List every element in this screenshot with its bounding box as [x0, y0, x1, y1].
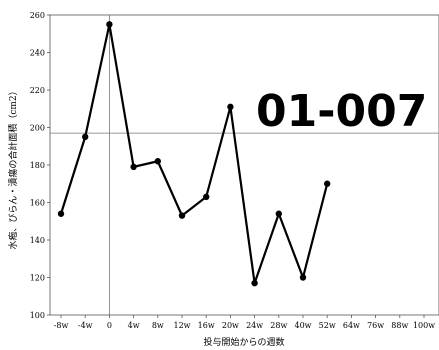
x-tick-label: 64w	[343, 321, 360, 330]
x-tick-label: -8w	[54, 321, 69, 330]
y-tick-label: 120	[30, 274, 45, 283]
x-tick-label: 88w	[391, 321, 408, 330]
data-point	[227, 103, 234, 111]
data-point	[299, 274, 307, 281]
y-tick-label: 260	[30, 11, 45, 20]
x-tick-label: 40w	[294, 321, 311, 330]
y-tick-label: 140	[30, 236, 45, 245]
plot-frame	[49, 14, 439, 316]
x-tick-label: 76w	[367, 321, 384, 330]
data-point	[251, 279, 258, 287]
reference-lines	[50, 15, 439, 315]
data-point	[154, 158, 161, 165]
series-layer	[57, 21, 331, 287]
y-tick-label: 100	[30, 311, 45, 320]
data-point	[275, 210, 282, 217]
y-tick-label: 220	[30, 86, 45, 95]
data-point	[106, 21, 113, 28]
x-tick-label: 0	[107, 321, 112, 330]
x-tick-label: 8w	[152, 321, 164, 330]
x-tick-label: 52w	[319, 321, 336, 330]
x-tick-label: 4w	[128, 321, 140, 330]
y-axis: 100 120 140 160 180 200 220 240 260	[30, 11, 50, 320]
x-tick-label: 100w	[413, 321, 435, 330]
data-point	[324, 180, 331, 187]
x-tick-label: 16w	[198, 321, 215, 330]
series-line	[59, 23, 329, 285]
y-tick-label: 200	[30, 124, 45, 133]
data-point	[57, 210, 65, 217]
data-point	[203, 193, 210, 201]
x-tick-label: 12w	[173, 321, 190, 330]
data-point	[178, 212, 186, 219]
data-point	[82, 133, 89, 141]
x-axis: -8w -4w 0 4w 8w 12w 16w 20w 24w 28w 40w 52w 64w 76w 88…	[54, 315, 435, 330]
overlay-label: 01-007	[256, 86, 427, 137]
data-point	[130, 163, 137, 171]
x-tick-label: 28w	[270, 321, 287, 330]
y-tick-label: 240	[30, 49, 45, 58]
x-tick-label: 20w	[222, 321, 239, 330]
x-axis-title: 投与開始からの週数	[203, 336, 284, 348]
x-tick-label: 24w	[246, 321, 263, 330]
x-tick-label: -4w	[78, 321, 93, 330]
y-tick-label: 160	[30, 199, 45, 208]
y-tick-label: 180	[30, 161, 45, 170]
y-axis-title: 水疱、びらん・潰瘍の合計面積（cm2）	[7, 86, 19, 249]
